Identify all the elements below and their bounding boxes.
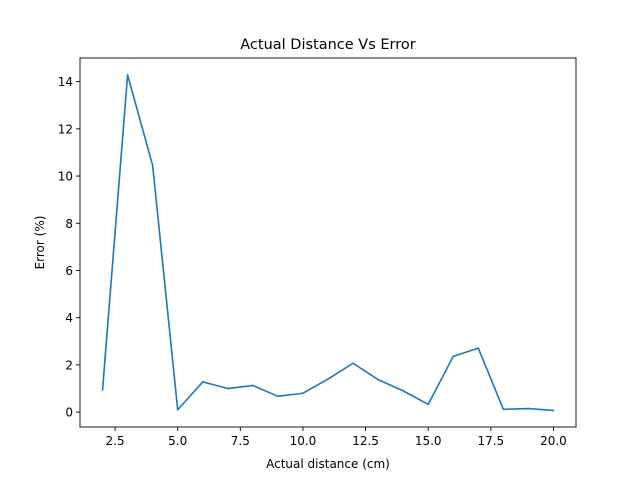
x-tick-label: 2.5 <box>106 434 125 448</box>
data-point <box>176 408 179 411</box>
x-tick-label: 17.5 <box>477 434 504 448</box>
data-point <box>126 74 129 76</box>
chart-title: Actual Distance Vs Error <box>240 37 416 53</box>
y-tick-label: 0 <box>65 406 73 420</box>
data-point <box>252 384 254 387</box>
y-tick-label: 10 <box>58 170 73 184</box>
data-point <box>277 395 279 398</box>
y-tick-label: 6 <box>65 264 73 278</box>
y-axis-ticks: 0 2 4 6 8 10 12 14 <box>58 75 80 420</box>
x-axis-ticks: 2.5 5.0 7.5 10.0 12.5 15.0 17.5 20.0 <box>106 427 567 448</box>
y-tick-label: 12 <box>58 122 73 136</box>
data-point <box>527 407 530 410</box>
data-point <box>452 355 455 358</box>
x-tick-label: 15.0 <box>415 434 442 448</box>
y-tick-label: 4 <box>65 311 73 325</box>
x-tick-label: 5.0 <box>168 434 187 448</box>
series-layer <box>101 74 555 412</box>
data-point <box>477 347 480 349</box>
data-point <box>552 409 555 412</box>
x-tick-label: 10.0 <box>290 434 317 448</box>
plot-frame <box>79 57 577 428</box>
data-point <box>402 390 404 392</box>
x-tick-label: 7.5 <box>231 434 250 448</box>
data-point <box>327 378 329 380</box>
data-point <box>226 387 229 390</box>
data-point <box>502 408 505 411</box>
data-point <box>302 392 304 395</box>
y-tick-label: 2 <box>65 358 73 372</box>
data-point <box>427 403 430 406</box>
y-axis-label: Error (%) <box>33 216 47 270</box>
y-tick-label: 14 <box>58 75 73 89</box>
data-point <box>352 362 354 365</box>
x-tick-label: 20.0 <box>540 434 567 448</box>
data-point <box>201 381 204 383</box>
x-tick-label: 12.5 <box>352 434 379 448</box>
data-point <box>377 378 379 381</box>
data-point <box>151 164 154 167</box>
y-tick-label: 8 <box>65 217 73 231</box>
x-axis-label: Actual distance (cm) <box>266 457 390 471</box>
data-point <box>101 388 104 391</box>
